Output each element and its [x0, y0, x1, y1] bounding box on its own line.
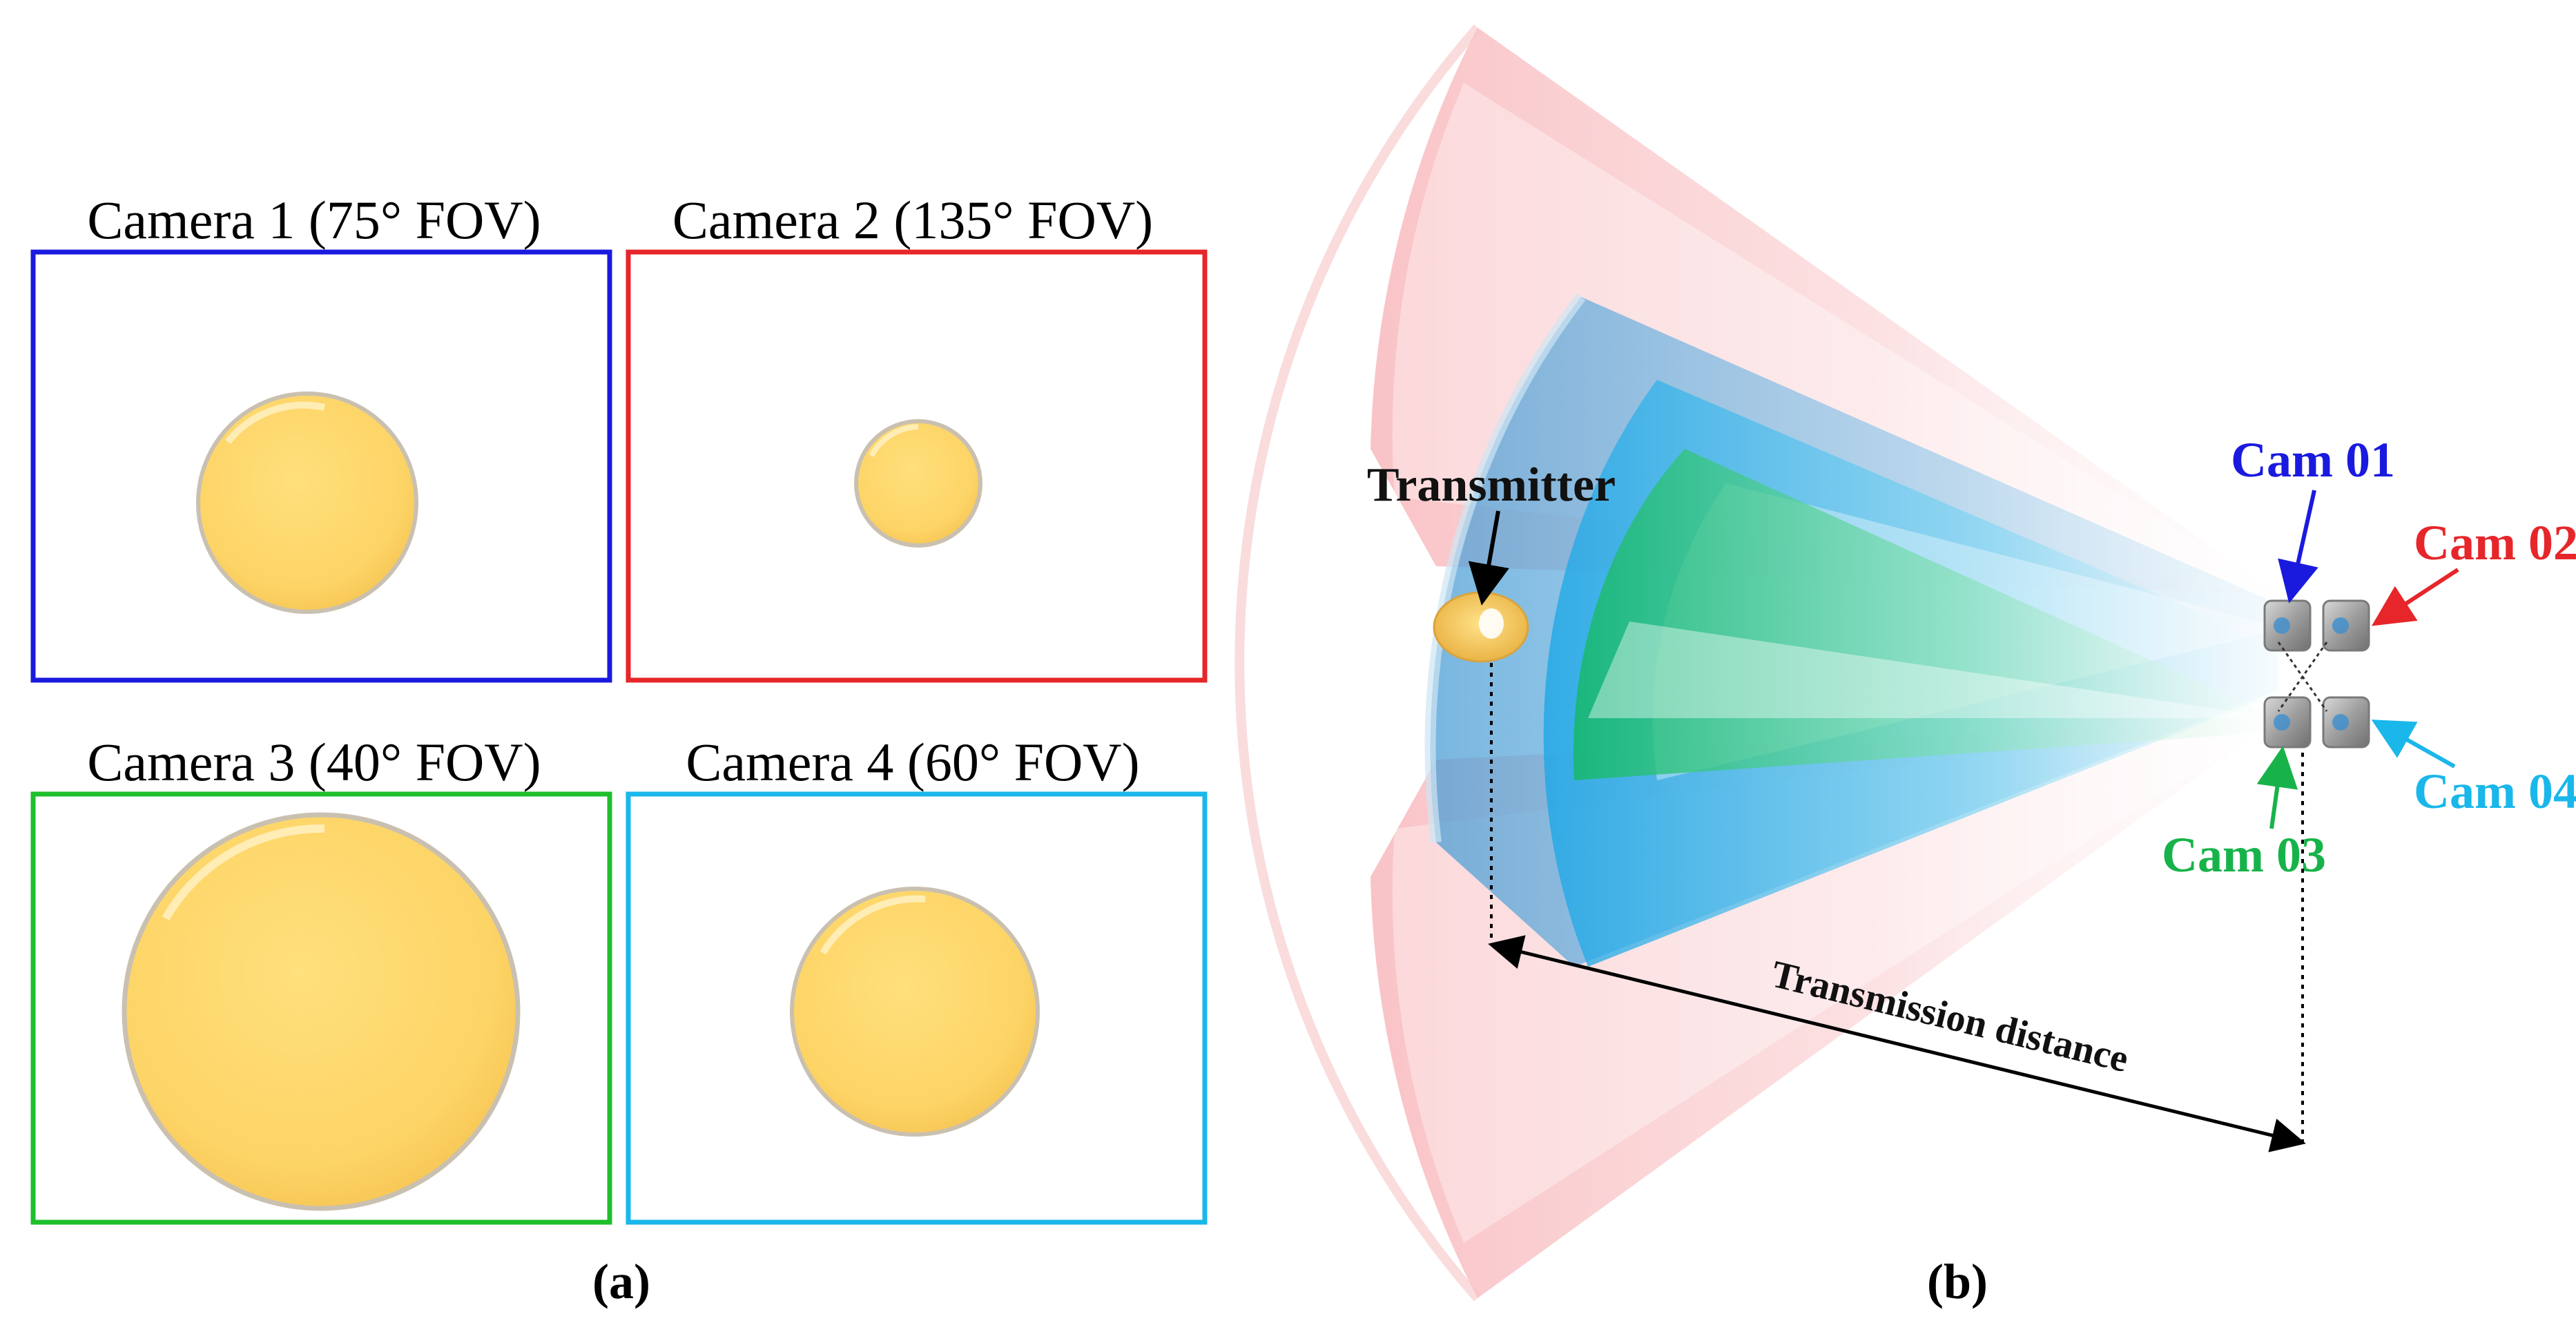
cam-03-arrow	[2256, 746, 2298, 829]
cam-03-lens	[2274, 714, 2290, 731]
camera-1-view: Camera 1 (75° FOV)	[30, 190, 612, 683]
camera-2-view: Camera 2 (135° FOV)	[626, 190, 1208, 683]
cam-03-fov-cone	[1573, 449, 2278, 780]
cam-01-lens	[2274, 617, 2290, 634]
camera-2-spot-highlight	[869, 424, 919, 457]
transmitter	[1433, 591, 1529, 663]
cam-03-label: Cam 03	[2162, 827, 2326, 882]
cam-02-label: Cam 02	[2414, 515, 2576, 570]
cam-01-arrow	[2278, 490, 2318, 604]
camera-2-frame	[626, 249, 1208, 683]
camera-array	[2263, 599, 2370, 749]
camera-3-spot-highlight	[162, 824, 325, 921]
camera-3-title: Camera 3 (40° FOV)	[87, 732, 541, 792]
camera-4-title: Camera 4 (60° FOV)	[686, 732, 1139, 792]
transmitter-lens	[1479, 608, 1504, 639]
distance-arrow	[1488, 935, 2306, 1152]
camera-crossing-lines	[2277, 641, 2328, 712]
panel-b-caption: (b)	[1927, 1254, 1988, 1309]
camera-3-frame	[30, 791, 612, 1225]
camera-2-title: Camera 2 (135° FOV)	[672, 190, 1153, 250]
camera-4-spot-highlight	[820, 895, 926, 955]
cam-04-arrow	[2371, 720, 2456, 769]
panel-a-caption: (a)	[592, 1254, 650, 1309]
camera-1-frame	[30, 249, 612, 683]
camera-3-view: Camera 3 (40° FOV)	[30, 732, 612, 1225]
camera-1-light-spot	[196, 392, 418, 614]
cam-04-lens	[2332, 714, 2349, 731]
transmitter-label: Transmitter	[1367, 459, 1616, 512]
camera-2-light-spot	[854, 419, 982, 548]
panel-b: Transmitter Cam 01 Cam 02 Cam 03 Cam 04 …	[1234, 24, 2576, 1309]
cam-04-label: Cam 04	[2414, 764, 2576, 819]
camera-1-title: Camera 1 (75° FOV)	[87, 190, 541, 250]
cam-01-label: Cam 01	[2231, 432, 2395, 488]
camera-4-light-spot	[790, 887, 1040, 1137]
camera-1-spot-highlight	[225, 401, 326, 445]
cam-02-lens	[2332, 617, 2349, 634]
panel-a: Camera 1 (75° FOV) Camera 2 (135° FOV) C…	[30, 190, 1208, 1309]
camera-4-view: Camera 4 (60° FOV)	[626, 732, 1208, 1225]
camera-3-light-spot	[122, 812, 521, 1211]
cam-02-arrow	[2371, 568, 2459, 626]
transmitter-arrow	[1468, 510, 1509, 606]
camera-4-frame	[626, 791, 1208, 1225]
